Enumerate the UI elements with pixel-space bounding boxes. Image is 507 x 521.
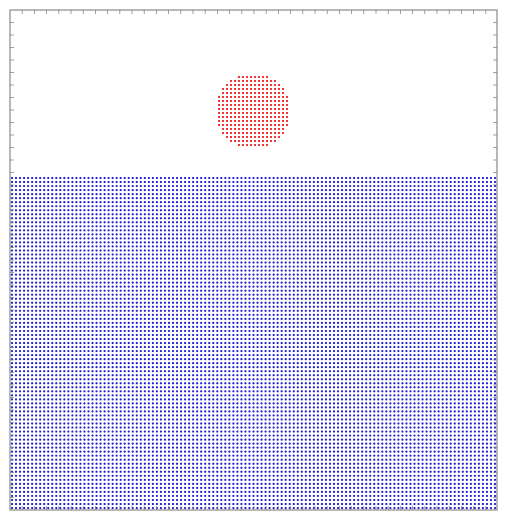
droplet-particles-layer <box>217 75 289 147</box>
fluid-particles-layer <box>10 176 497 510</box>
frame-tick-marks <box>9 9 497 511</box>
